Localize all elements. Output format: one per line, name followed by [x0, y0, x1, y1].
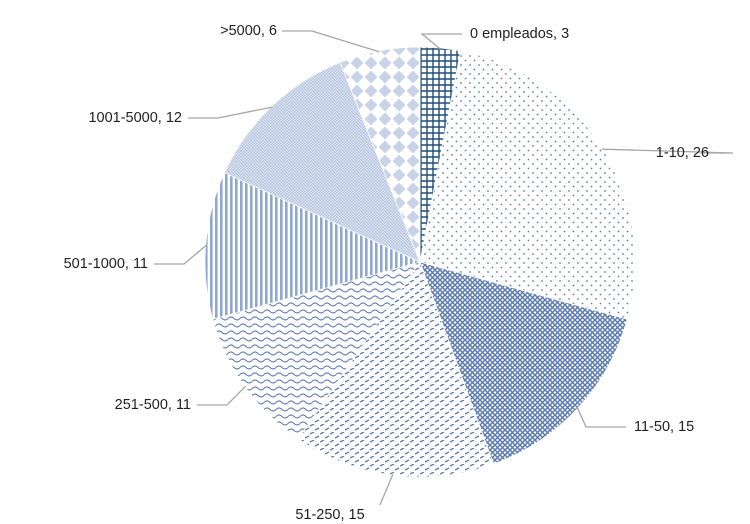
- leader-line-251-500: [197, 385, 247, 406]
- leader-line-5000: [282, 30, 380, 53]
- pie-slice-5000: [339, 46, 421, 263]
- data-label-501-1000: 501-1000, 11: [64, 256, 148, 272]
- data-label-11-50: 11-50, 15: [634, 419, 694, 435]
- data-label-1-10: 1-10, 26: [656, 145, 709, 161]
- data-label-51-250: 51-250, 15: [295, 507, 364, 523]
- leader-line-51-250: [379, 474, 394, 506]
- data-label-5000: >5000, 6: [220, 23, 277, 39]
- leader-line-1-10: [601, 148, 734, 154]
- data-label-0-empleados: 0 empleados, 3: [470, 26, 569, 42]
- leader-line-501-1000: [154, 244, 208, 265]
- data-label-1001-5000: 1001-5000, 12: [88, 110, 182, 126]
- leader-line-0-empleados: [420, 33, 462, 50]
- leader-line-1001-5000: [188, 106, 273, 119]
- data-label-251-500: 251-500, 11: [115, 397, 191, 413]
- pie-slice-1001-5000: [223, 61, 421, 263]
- leader-line-11-50: [576, 406, 626, 428]
